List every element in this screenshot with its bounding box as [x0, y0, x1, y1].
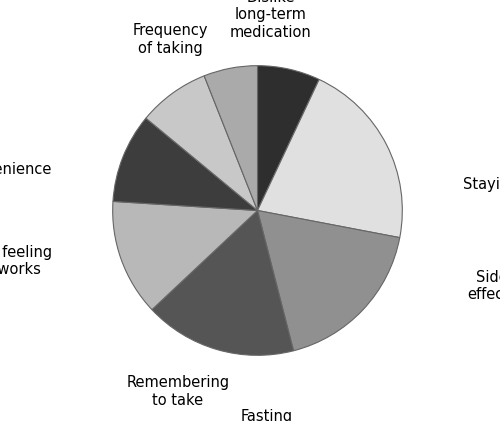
Text: Fasting: Fasting — [240, 409, 292, 421]
Wedge shape — [258, 66, 319, 210]
Wedge shape — [204, 66, 258, 210]
Text: Side
effects: Side effects — [468, 269, 500, 302]
Wedge shape — [258, 80, 402, 237]
Wedge shape — [112, 201, 258, 309]
Text: Not feeling
it works: Not feeling it works — [0, 245, 52, 277]
Text: Inconvenience: Inconvenience — [0, 163, 52, 177]
Text: Staying upright: Staying upright — [463, 177, 500, 192]
Text: Dislike
long-term
medication: Dislike long-term medication — [230, 0, 312, 40]
Wedge shape — [258, 210, 400, 351]
Wedge shape — [152, 210, 294, 355]
Wedge shape — [113, 118, 258, 210]
Wedge shape — [146, 76, 258, 210]
Text: Frequency
of taking: Frequency of taking — [133, 24, 208, 56]
Text: Remembering
to take: Remembering to take — [126, 376, 230, 408]
